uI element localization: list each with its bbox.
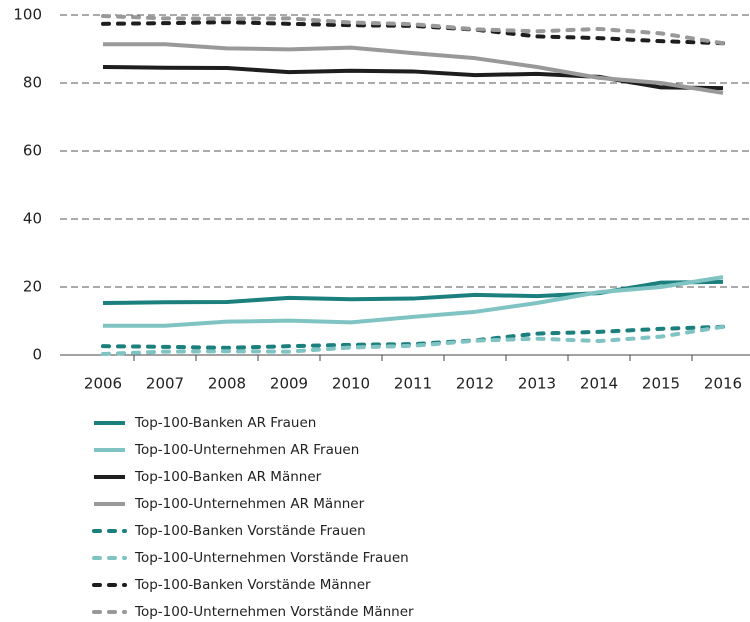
legend-label: Top-100-Unternehmen AR Männer xyxy=(134,496,365,512)
x-tick-label: 2010 xyxy=(332,375,370,393)
x-tick-label: 2014 xyxy=(580,375,618,393)
legend-label: Top-100-Banken AR Männer xyxy=(134,469,322,485)
y-tick-label: 40 xyxy=(23,210,42,228)
legend-label: Top-100-Banken Vorstände Männer xyxy=(134,577,371,593)
y-tick-label: 20 xyxy=(23,278,42,296)
x-tick-label: 2016 xyxy=(704,375,742,393)
x-tick-label: 2009 xyxy=(270,375,308,393)
series-line xyxy=(101,324,725,350)
series-line xyxy=(103,275,724,328)
y-tick-label: 100 xyxy=(13,6,42,24)
legend-label: Top-100-Unternehmen AR Frauen xyxy=(134,442,359,458)
x-tick-label: 2012 xyxy=(456,375,494,393)
series-line xyxy=(101,20,725,46)
legend-label: Top-100-Unternehmen Vorstände Männer xyxy=(134,604,414,620)
x-tick-label: 2013 xyxy=(518,375,556,393)
x-tick-label: 2011 xyxy=(394,375,432,393)
legend-label: Top-100-Banken AR Frauen xyxy=(134,415,316,431)
series-line xyxy=(101,324,725,356)
x-tick-label: 2007 xyxy=(146,375,184,393)
series-line xyxy=(102,279,724,305)
series-line xyxy=(102,65,724,91)
y-tick-label: 60 xyxy=(23,142,42,160)
series-line xyxy=(101,14,725,46)
legend: Top-100-Banken AR Frauen Top-100-Unterneh… xyxy=(92,415,414,620)
legend-label: Top-100-Unternehmen Vorstände Frauen xyxy=(134,550,409,566)
y-tick-label: 0 xyxy=(32,346,42,364)
x-tick-label: 2008 xyxy=(208,375,246,393)
series-line xyxy=(103,42,724,95)
x-tick-label: 2015 xyxy=(642,375,680,393)
y-tick-label: 80 xyxy=(23,74,42,92)
x-tick-label: 2006 xyxy=(84,375,122,393)
legend-label: Top-100-Banken Vorstände Frauen xyxy=(134,523,366,539)
